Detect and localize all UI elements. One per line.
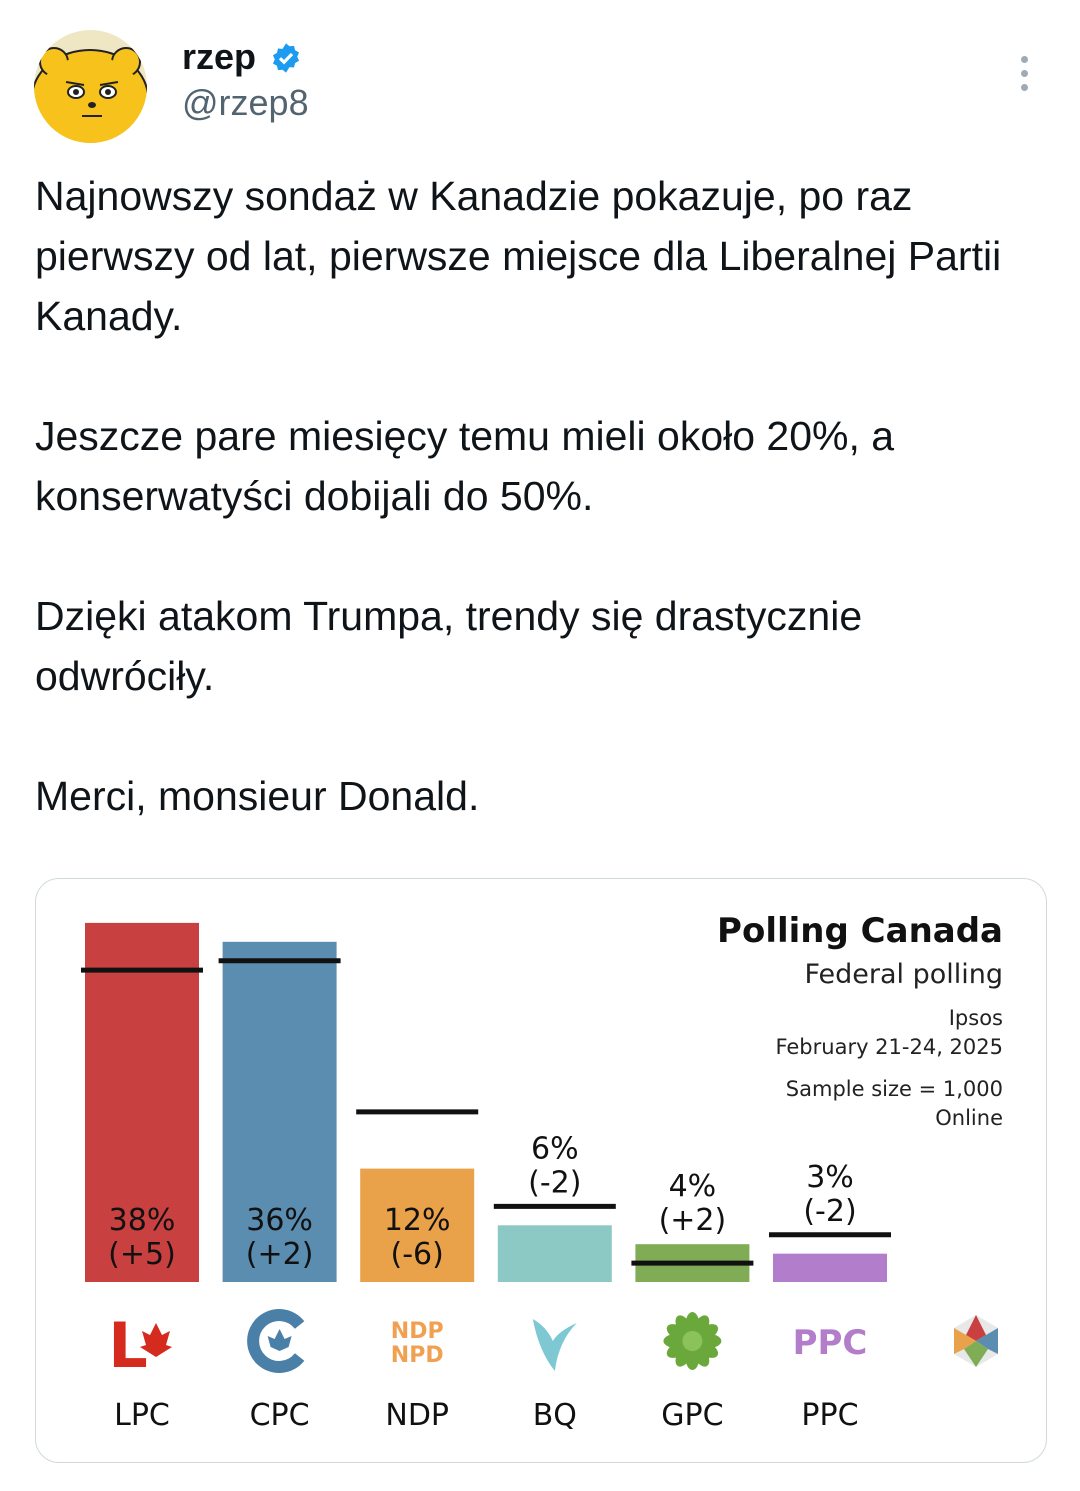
chart-method: Online [935,1106,1003,1130]
lpc-logo-icon: L [108,1309,148,1382]
value-label-ndp: 12% [384,1203,451,1238]
ndp-logo-icon: NDP [391,1319,444,1344]
author-handle[interactable]: @rzep8 [182,82,309,123]
bq-logo-icon [532,1319,577,1371]
tweet-text: Najnowszy sondaż w Kanadzie pokazuje, po… [35,166,1045,886]
maple-leaf-icon [140,1323,172,1357]
cpc-logo-icon [247,1309,305,1373]
tweet-paragraph: Merci, monsieur Donald. [35,773,480,819]
value-label-bq: 6% [531,1131,579,1166]
bar-ppc [773,1253,887,1282]
other-parties-icon [954,1315,998,1367]
tweet-paragraph: Jeszcze pare miesięcy temu mieli około 2… [35,413,895,519]
media-image[interactable]: Polling Canada Federal polling Ipsos Feb… [35,878,1047,1463]
more-options-icon[interactable] [1010,56,1038,96]
value-label-ppc: 3% [806,1160,854,1195]
value-label-cpc: 36% [246,1203,313,1238]
chart-subtitle: Federal polling [804,959,1003,990]
chart-pollster: Ipsos [949,1006,1003,1030]
bar-lpc [85,922,199,1282]
author-name[interactable]: rzep [182,36,257,77]
ppc-logo-icon: PPC [793,1323,868,1363]
tick-label-ppc: PPC [801,1398,858,1433]
chart-sample: Sample size = 1,000 [786,1077,1003,1101]
chart-title: Polling Canada [717,911,1003,951]
value-label-lpc: 38% [109,1203,176,1238]
tweet-paragraph: Dzięki atakom Trumpa, trendy się drastyc… [35,593,863,699]
bear-avatar-icon [34,47,147,143]
tweet-paragraph: Najnowszy sondaż w Kanadzie pokazuje, po… [35,173,1002,339]
tick-label-lpc: LPC [114,1398,170,1433]
ndp-logo-icon: NPD [391,1343,444,1368]
polling-chart: Polling Canada Federal polling Ipsos Feb… [81,911,1003,1433]
value-label-gpc: 4% [669,1169,717,1204]
tick-label-ndp: NDP [385,1398,449,1433]
gpc-logo-icon [682,1331,703,1351]
verified-badge-icon [272,43,300,73]
change-label-bq: (-2) [528,1165,581,1200]
bar-ndp [360,1168,475,1282]
maple-leaf-icon [267,1329,292,1351]
bar-bq [497,1225,612,1282]
tick-label-cpc: CPC [250,1398,310,1433]
change-label-cpc: (+2) [246,1237,314,1272]
tick-label-gpc: GPC [661,1398,723,1433]
change-label-gpc: (+2) [659,1203,727,1238]
bar-cpc [222,941,337,1282]
tick-label-bq: BQ [533,1398,577,1433]
change-label-ppc: (-2) [803,1194,856,1229]
change-label-ndp: (-6) [391,1237,444,1272]
chart-dates: February 21-24, 2025 [775,1035,1003,1059]
avatar[interactable] [34,30,147,143]
change-label-lpc: (+5) [108,1237,176,1272]
